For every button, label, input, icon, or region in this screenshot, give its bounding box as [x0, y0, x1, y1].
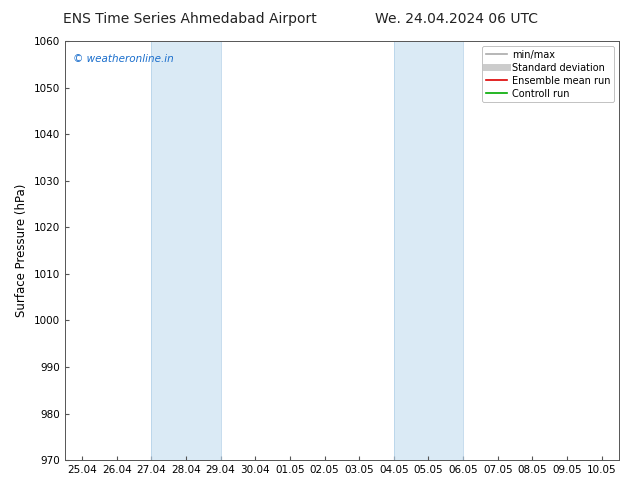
Bar — [152, 41, 221, 460]
Text: We. 24.04.2024 06 UTC: We. 24.04.2024 06 UTC — [375, 12, 538, 26]
Text: ENS Time Series Ahmedabad Airport: ENS Time Series Ahmedabad Airport — [63, 12, 317, 26]
Y-axis label: Surface Pressure (hPa): Surface Pressure (hPa) — [15, 184, 28, 318]
Legend: min/max, Standard deviation, Ensemble mean run, Controll run: min/max, Standard deviation, Ensemble me… — [482, 46, 614, 102]
Text: © weatheronline.in: © weatheronline.in — [73, 53, 174, 64]
Bar — [394, 41, 463, 460]
